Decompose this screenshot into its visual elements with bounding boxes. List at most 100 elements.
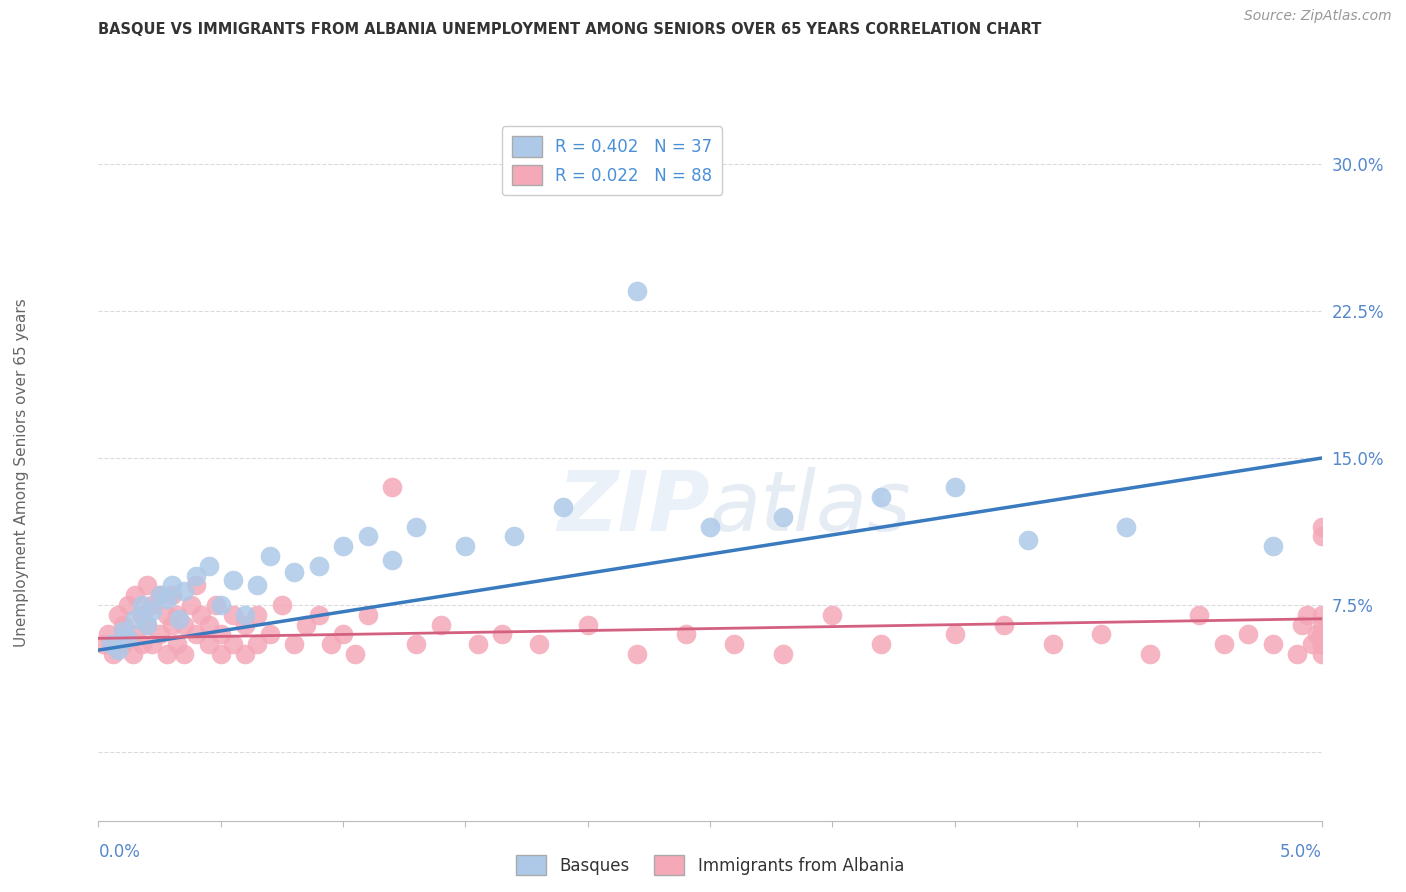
Point [467,637,489,651]
Point [156,647,179,661]
Point [1310,637,1333,651]
Point [121,647,143,661]
Point [308,558,330,573]
Point [166,607,188,622]
Point [1310,647,1333,661]
Point [270,598,294,612]
Point [117,598,139,612]
Point [1310,529,1333,543]
Point [149,627,172,641]
Point [356,529,378,543]
Point [1261,539,1284,553]
Point [626,647,648,661]
Point [1306,627,1329,641]
Point [149,588,172,602]
Point [283,637,305,651]
Point [209,627,232,641]
Text: Source: ZipAtlas.com: Source: ZipAtlas.com [1244,9,1392,23]
Point [222,573,245,587]
Point [821,607,844,622]
Point [1042,637,1064,651]
Point [111,624,134,638]
Point [160,588,183,602]
Point [319,637,342,651]
Point [576,617,599,632]
Point [870,637,893,651]
Point [246,607,269,622]
Point [180,598,202,612]
Point [101,647,124,661]
Point [454,539,477,553]
Point [97,627,120,641]
Point [141,598,163,612]
Point [222,607,245,622]
Point [1237,627,1260,641]
Point [772,509,794,524]
Point [173,584,195,599]
Point [117,632,139,646]
Point [1212,637,1234,651]
Point [136,578,159,592]
Point [626,285,648,299]
Point [233,617,256,632]
Point [381,480,404,494]
Point [166,637,188,651]
Point [131,607,153,622]
Point [870,490,893,504]
Point [131,598,153,612]
Point [156,607,179,622]
Point [405,519,427,533]
Point [356,607,378,622]
Point [197,617,219,632]
Point [1310,637,1333,651]
Point [190,607,212,622]
Point [553,500,575,514]
Point [186,578,208,592]
Point [1139,647,1161,661]
Point [1017,533,1039,548]
Legend: Basques, Immigrants from Albania: Basques, Immigrants from Albania [509,848,911,882]
Point [1310,637,1333,651]
Point [124,627,146,641]
Point [259,627,281,641]
Point [222,637,245,651]
Point [491,627,513,641]
Point [1261,637,1284,651]
Point [1090,627,1112,641]
Point [149,588,172,602]
Point [1310,519,1333,533]
Point [723,637,745,651]
Point [173,647,195,661]
Point [100,637,122,651]
Point [1296,607,1319,622]
Point [131,637,153,651]
Point [1301,637,1323,651]
Text: 0.0%: 0.0% [98,843,141,861]
Point [344,647,367,661]
Point [91,637,114,651]
Point [233,607,256,622]
Text: ZIP: ZIP [557,467,710,548]
Point [160,578,183,592]
Text: atlas: atlas [710,467,911,548]
Point [1310,617,1333,632]
Point [167,612,190,626]
Point [675,627,697,641]
Text: Unemployment Among Seniors over 65 years: Unemployment Among Seniors over 65 years [14,299,28,647]
Point [332,539,354,553]
Point [405,637,427,651]
Point [209,647,232,661]
Point [136,617,159,632]
Point [527,637,550,651]
Point [699,519,721,533]
Point [233,647,256,661]
Text: BASQUE VS IMMIGRANTS FROM ALBANIA UNEMPLOYMENT AMONG SENIORS OVER 65 YEARS CORRE: BASQUE VS IMMIGRANTS FROM ALBANIA UNEMPL… [98,22,1042,37]
Point [1115,519,1137,533]
Point [107,607,129,622]
Point [156,592,179,607]
Point [197,637,219,651]
Point [1310,607,1333,622]
Point [1286,647,1309,661]
Point [124,612,146,626]
Point [283,565,305,579]
